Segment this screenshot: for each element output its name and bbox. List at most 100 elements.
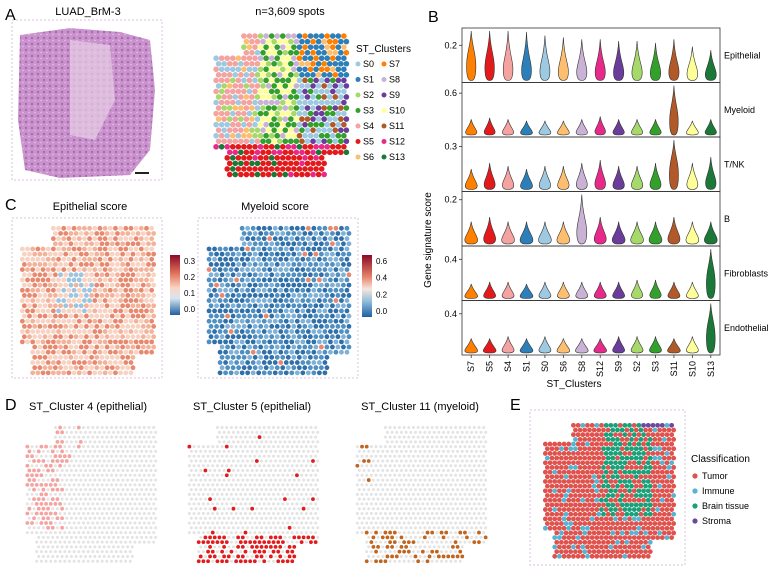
classification-spot — [573, 446, 578, 452]
highlight-spot — [442, 526, 446, 530]
highlight-spot — [55, 487, 60, 492]
classification-spot — [554, 483, 560, 489]
classification-spot — [547, 507, 553, 512]
cluster-spot — [315, 116, 322, 122]
score-spot — [149, 298, 155, 303]
cluster-spot — [304, 149, 311, 156]
highlight-spot — [437, 449, 441, 453]
highlight-spot — [283, 535, 287, 539]
highlight-spot — [253, 445, 257, 449]
score-spot — [278, 360, 284, 365]
cluster-spot — [285, 66, 292, 73]
highlight-spot — [295, 464, 299, 468]
score-spot — [291, 365, 297, 371]
highlight-spot — [418, 497, 422, 501]
highlight-spot — [444, 502, 448, 506]
highlight-spot — [474, 449, 478, 453]
highlight-spot — [72, 454, 76, 458]
highlight-spot — [428, 459, 432, 463]
highlight-spot — [41, 459, 46, 463]
cluster-spot — [221, 105, 227, 111]
score-spot — [135, 323, 141, 329]
cluster-spot — [343, 149, 350, 156]
score-spot — [219, 323, 225, 329]
highlight-spot — [421, 492, 425, 496]
highlight-spot — [474, 430, 478, 434]
highlight-spot — [154, 469, 158, 473]
highlight-spot — [314, 502, 318, 506]
cluster-spot — [274, 66, 281, 73]
score-spot — [25, 318, 30, 324]
score-spot — [92, 287, 98, 293]
score-spot — [115, 282, 120, 288]
highlight-spot — [388, 454, 392, 458]
highlight-spot — [154, 449, 158, 453]
score-spot — [278, 298, 284, 303]
highlight-spot — [435, 502, 439, 506]
highlight-spot — [236, 554, 241, 559]
violin-shape — [649, 336, 662, 354]
score-spot — [324, 241, 330, 247]
highlight-spot — [53, 511, 58, 516]
highlight-spot — [37, 526, 41, 530]
score-spot — [261, 349, 267, 355]
score-spot — [87, 267, 92, 273]
highlight-spot — [225, 521, 229, 525]
classification-spot — [544, 521, 550, 526]
score-spot — [146, 251, 151, 257]
score-spot — [84, 251, 89, 257]
highlight-spot — [381, 497, 385, 501]
highlight-spot — [53, 540, 57, 544]
cluster-spot — [229, 121, 236, 128]
score-spot — [206, 287, 212, 293]
highlight-spot — [144, 488, 148, 492]
highlight-spot — [231, 440, 235, 444]
score-spot — [99, 365, 105, 371]
highlight-spot — [379, 502, 383, 506]
highlight-spot — [217, 430, 221, 434]
highlight-spot — [411, 559, 415, 563]
classification-spot — [542, 507, 548, 512]
highlight-spot — [192, 502, 196, 506]
highlight-spot — [208, 469, 212, 473]
score-spot — [339, 277, 344, 283]
highlight-spot — [437, 545, 441, 549]
cluster-spot — [304, 105, 311, 111]
score-spot — [135, 231, 141, 236]
score-spot — [109, 262, 115, 267]
highlight-spot — [98, 526, 102, 530]
highlight-spot — [100, 464, 104, 468]
highlight-spot — [288, 478, 292, 482]
classification-spot — [549, 493, 555, 498]
highlight-spot — [472, 454, 476, 458]
highlight-spot — [199, 459, 203, 463]
cluster-spot — [307, 99, 314, 106]
classification-spot — [566, 535, 572, 541]
cluster-spot — [268, 33, 275, 39]
highlight-spot — [224, 444, 229, 449]
score-spot — [140, 251, 146, 257]
score-spot — [76, 277, 82, 283]
highlight-spot — [250, 440, 254, 444]
cluster-spot — [271, 105, 277, 111]
cluster-spot — [282, 105, 289, 111]
classification-spot — [627, 432, 632, 438]
highlight-spot — [430, 502, 434, 506]
cluster-spot — [224, 155, 231, 161]
highlight-spot — [74, 535, 78, 539]
score-spot — [102, 339, 108, 345]
score-spot — [300, 267, 306, 273]
highlight-spot — [446, 459, 450, 463]
highlight-spot — [262, 473, 266, 477]
score-spot — [335, 344, 341, 350]
score-spot — [313, 354, 319, 360]
highlight-spot — [264, 478, 268, 482]
highlight-spot — [404, 516, 408, 520]
highlight-spot — [240, 554, 245, 559]
score-spot — [335, 282, 341, 288]
score-spot — [32, 354, 38, 360]
cluster-spot — [252, 132, 258, 139]
score-spot — [63, 313, 69, 319]
highlight-spot — [355, 445, 359, 449]
highlight-spot — [411, 483, 415, 487]
